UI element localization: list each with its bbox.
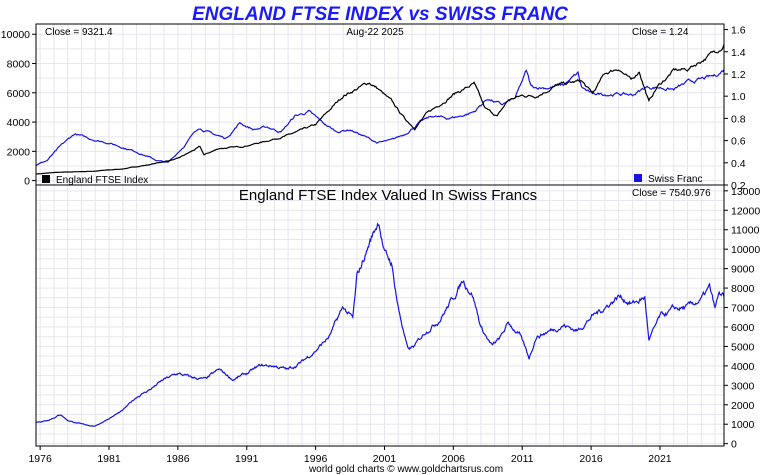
legend-swatch-franc	[634, 174, 642, 182]
x-axis: 1976 1981 1986 1991 1996 2001 2006 2011 2016 2021	[28, 446, 672, 465]
tick-label-right: 9000	[731, 264, 755, 276]
tick-label-x: 2001	[373, 453, 397, 465]
close-right-label: Close = 1.24	[632, 27, 689, 38]
tick-label-x: 1976	[28, 453, 52, 465]
bottom-panel-title: England FTSE Index Valued In Swiss Franc…	[239, 187, 537, 204]
tick-label-right: 3000	[731, 380, 755, 392]
tick-label-left: 4000	[7, 117, 31, 129]
tick-label-right: 0.8	[731, 113, 746, 125]
top-panel-background	[36, 24, 724, 185]
tick-label-right: 1000	[731, 419, 755, 431]
bottom-panel-grid	[36, 185, 724, 446]
tick-label-left: 0	[24, 176, 30, 188]
tick-label-x: 1991	[235, 453, 259, 465]
tick-label-x: 2021	[648, 453, 672, 465]
date-label: Aug-22 2025	[346, 27, 404, 38]
tick-label-left: 2000	[7, 146, 31, 158]
tick-label-right: 11000	[731, 225, 760, 237]
legend-label-ftse: England FTSE Index	[56, 175, 148, 186]
tick-label-x: 1996	[304, 453, 328, 465]
tick-label-left: 8000	[7, 59, 31, 71]
tick-label-right: 5000	[731, 341, 755, 353]
tick-label-right: 6000	[731, 322, 755, 334]
tick-label-right: 1.2	[731, 69, 746, 81]
tick-label-right: 2000	[731, 400, 755, 412]
tick-label-right: 1.6	[731, 25, 746, 37]
tick-label-x: 2011	[511, 453, 534, 465]
top-right-axis: 0.2 0.4 0.6 0.8 1.0 1.2 1.4 1.6	[724, 25, 746, 192]
tick-label-x: 2016	[579, 453, 603, 465]
tick-label-right: 12000	[731, 205, 760, 217]
legend-label-franc: Swiss Franc	[648, 174, 702, 185]
tick-label-left: 10000	[1, 29, 30, 41]
chart-title: ENGLAND FTSE INDEX vs SWISS FRANC	[192, 4, 568, 25]
tick-label-right: 1.4	[731, 47, 746, 59]
tick-label-right: 7000	[731, 303, 755, 315]
footer-credit: world gold charts © www.goldchartsrus.co…	[308, 464, 503, 475]
tick-label-left: 6000	[7, 88, 31, 100]
series-line-ftse-in-francs	[35, 222, 725, 427]
bottom-right-axis: 0 1000 2000 3000 4000 5000 6000 7000 8000 9000 100…	[724, 186, 760, 451]
series-line-swiss-franc	[35, 69, 725, 166]
tick-label-right: 0	[731, 439, 737, 451]
close-left-label: Close = 9321.4	[45, 27, 113, 38]
top-panel-grid	[36, 24, 724, 185]
bottom-close-label: Close = 7540.976	[632, 188, 711, 199]
tick-label-right: 8000	[731, 283, 755, 295]
tick-label-x: 1981	[97, 453, 121, 465]
tick-label-right: 1.0	[731, 91, 746, 103]
series-line-england-ftse-index	[35, 44, 725, 175]
bottom-panel-background	[36, 185, 724, 446]
top-panel: 0 2000 4000 6000 8000 10000 0.2 0.4 0.6 0.8 1.0 1.…	[1, 23, 746, 192]
top-left-axis: 0 2000 4000 6000 8000 10000	[1, 29, 36, 188]
tick-label-right: 0.6	[731, 136, 746, 148]
bottom-panel: 0 1000 2000 3000 4000 5000 6000 7000 8000 9000 100…	[35, 184, 760, 451]
legend-swatch-ftse	[42, 175, 50, 183]
tick-label-right: 10000	[731, 244, 760, 256]
tick-label-x: 1986	[166, 453, 190, 465]
bottom-panel-frame	[35, 184, 725, 447]
tick-label-right: 0.4	[731, 158, 746, 170]
tick-label-right: 4000	[731, 361, 755, 373]
tick-label-x: 2006	[442, 453, 466, 465]
tick-label-right: 13000	[731, 186, 760, 198]
tick-label-right: 0.2	[731, 180, 746, 192]
